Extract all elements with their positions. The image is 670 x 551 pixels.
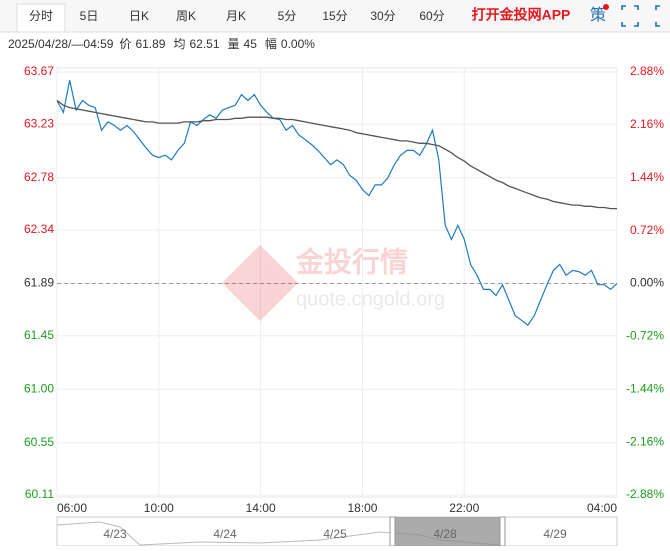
fullscreen-button[interactable]	[621, 5, 639, 27]
navigator-date: 4/25	[323, 527, 347, 541]
tab-bar	[0, 0, 670, 32]
navigator-date: 4/28	[433, 527, 457, 541]
info-value: 61.89	[135, 37, 165, 51]
info-label: 均	[173, 37, 185, 51]
tab[interactable]: 月K	[226, 9, 246, 23]
plot-frame	[56, 67, 618, 498]
info-time: 2025/04/28/—04:59	[8, 37, 114, 51]
y-tick-label: 61.45	[24, 328, 54, 342]
tab[interactable]: 日K	[129, 9, 149, 23]
navigator-handle[interactable]	[389, 516, 396, 547]
y-tick-label: 62.78	[24, 170, 54, 184]
tab[interactable]: 60分	[419, 9, 444, 23]
tab[interactable]: 周K	[176, 9, 196, 23]
x-tick-label: 10:00	[144, 501, 174, 515]
y2-tick-label: -0.72%	[626, 329, 664, 343]
y-tick-label: 63.23	[24, 116, 54, 130]
y-tick-label: 60.11	[25, 487, 54, 501]
navigator-date: 4/29	[543, 527, 567, 541]
y-tick-label: 61.00	[24, 381, 54, 395]
navigator-date: 4/24	[213, 527, 237, 541]
y2-tick-label: 2.88%	[630, 64, 664, 78]
settings-button[interactable]	[655, 5, 660, 27]
app-link[interactable]: 打开金投网APP	[472, 7, 571, 23]
info-label: 幅	[265, 36, 277, 51]
navigator-date: 4/23	[103, 527, 127, 541]
y2-tick-label: -1.44%	[626, 381, 664, 395]
y-tick-label: 62.34	[24, 222, 54, 236]
y2-tick-label: -2.88%	[626, 487, 664, 501]
y-tick-label: 60.55	[24, 435, 54, 449]
info-value: 0.00%	[281, 37, 315, 51]
x-tick-label: 06:00	[57, 501, 87, 515]
tab[interactable]: 分时	[29, 9, 53, 23]
info-label: 价	[119, 37, 131, 51]
average-line	[56, 99, 617, 210]
y2-tick-label: 1.44%	[630, 170, 664, 184]
tab[interactable]: 30分	[370, 9, 395, 23]
y2-tick-label: -2.16%	[626, 434, 664, 448]
badge	[603, 4, 609, 10]
price-line	[56, 80, 618, 326]
info-value: 62.51	[189, 37, 219, 51]
y2-tick-label: 0.00%	[630, 276, 664, 290]
tab[interactable]: 15分	[322, 9, 347, 23]
tab[interactable]: 5分	[278, 9, 297, 23]
x-tick-label: 22:00	[449, 501, 479, 515]
x-tick-label: 18:00	[347, 501, 377, 515]
watermark-logo	[222, 245, 298, 321]
watermark-url: quote.cngold.org	[296, 288, 445, 310]
y-tick-label: 63.67	[24, 64, 54, 78]
y2-tick-label: 2.16%	[630, 117, 664, 131]
y-tick-label: 61.89	[24, 276, 54, 290]
watermark-brand: 金投行情	[295, 245, 408, 277]
x-tick-label: 04:00	[587, 501, 617, 515]
info-label: 量	[228, 37, 240, 51]
plot	[56, 67, 618, 498]
info-value: 45	[244, 37, 258, 51]
watermark: 金投行情 quote.cngold.org	[222, 245, 445, 321]
tab[interactable]: 5日	[80, 9, 99, 23]
active-tab-bg	[16, 3, 66, 33]
navigator-handle[interactable]	[499, 516, 506, 547]
navigator-window[interactable]	[395, 517, 500, 546]
x-tick-label: 14:00	[246, 501, 276, 515]
y2-tick-label: 0.72%	[630, 223, 664, 237]
strategy-button[interactable]: 策	[590, 6, 606, 24]
